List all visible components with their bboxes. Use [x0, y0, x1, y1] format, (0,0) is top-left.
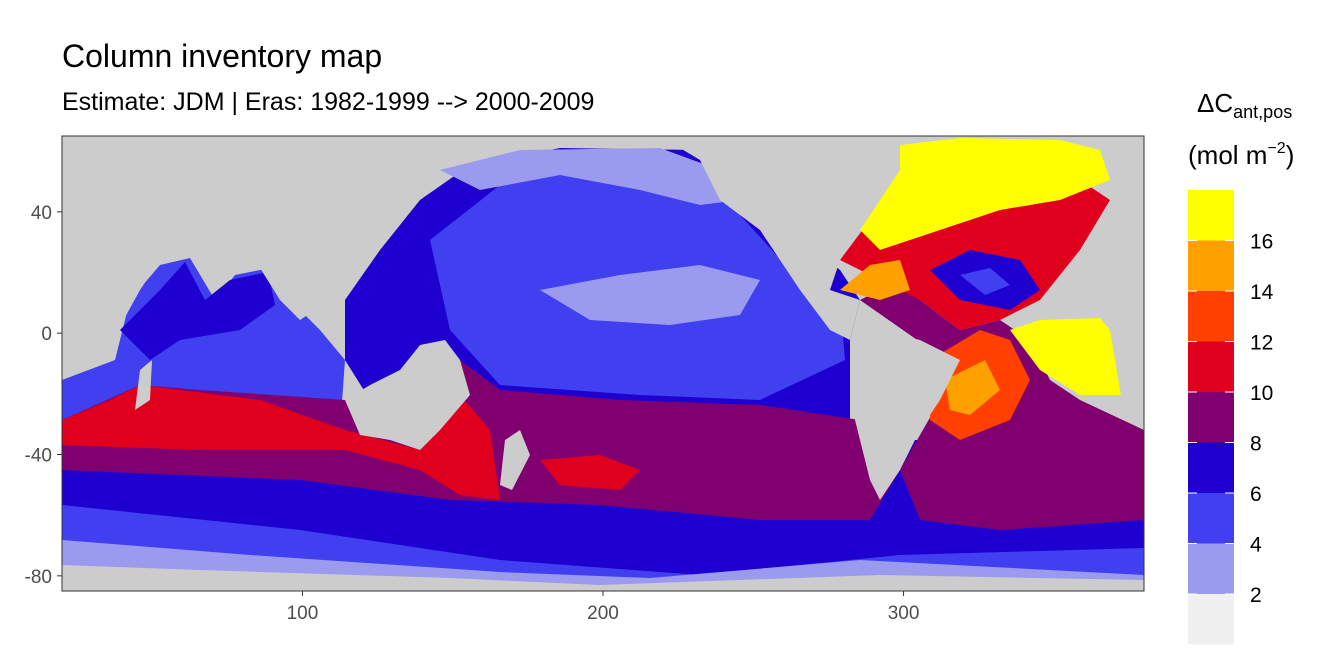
ocean-region-indian-north [120, 262, 275, 360]
legend-swatch [1188, 240, 1234, 291]
ocean-region-atlantic-south-orange [945, 360, 1000, 415]
legend-swatch [1188, 341, 1234, 392]
x-tick-label: 200 [587, 603, 619, 624]
ocean-region-atlantic-gyre-center [960, 268, 1010, 295]
land-madagascar [135, 360, 152, 410]
x-axis: 100 200 300 [287, 591, 920, 624]
land-south-america [850, 330, 960, 500]
legend-swatch [1188, 493, 1234, 544]
legend-swatch [1188, 392, 1234, 443]
legend-label: 4 [1250, 534, 1262, 557]
legend-label: 12 [1250, 332, 1273, 355]
legend-swatch [1188, 594, 1234, 645]
legend-colorbar [1188, 190, 1234, 645]
legend-swatch [1188, 291, 1234, 342]
land-new-zealand [500, 430, 530, 490]
ocean-region-atlantic-equatorial [1010, 318, 1125, 395]
legend-label: 6 [1250, 483, 1262, 506]
land-africa [1100, 230, 1144, 430]
y-tick-label: 40 [31, 203, 52, 224]
ocean-region-tasman-red [540, 455, 640, 490]
legend-label: 2 [1250, 584, 1262, 607]
ocean-region-pacific-north [440, 148, 740, 205]
land-antarctica [62, 565, 1144, 591]
legend-labels: 2 4 6 8 10 12 14 16 [1188, 231, 1274, 607]
legend-swatch [1188, 190, 1234, 241]
legend-title: ΔCant,pos [1197, 88, 1292, 122]
legend-swatch [1188, 543, 1234, 594]
land-asia [62, 136, 440, 380]
ocean-region-atlantic-subpolar-orange [840, 260, 910, 300]
legend-label: 10 [1250, 382, 1273, 405]
map-title: Column inventory map [62, 38, 383, 74]
x-tick-label: 100 [287, 603, 319, 624]
legend-label: 8 [1250, 433, 1262, 456]
ocean-region-atlantic-subpolar [860, 138, 1110, 250]
map-panel [62, 136, 1144, 591]
land-europe [1110, 136, 1144, 230]
y-tick-label: -40 [25, 446, 52, 467]
legend-label: 14 [1250, 281, 1274, 304]
y-axis: 40 0 -40 -80 [25, 203, 62, 588]
y-tick-label: -80 [25, 567, 52, 588]
x-tick-label: 300 [888, 603, 920, 624]
y-tick-label: 0 [41, 324, 52, 345]
legend-unit: (mol m−2) [1188, 140, 1294, 170]
ocean-region-pacific-east [540, 265, 760, 325]
legend-swatch [1188, 442, 1234, 493]
land-australia [345, 340, 470, 450]
legend-label: 16 [1250, 231, 1273, 254]
map-subtitle: Estimate: JDM | Eras: 1982-1999 --> 2000… [62, 88, 595, 116]
ocean-region-southern-high-red [62, 385, 500, 500]
land-north-america [660, 136, 890, 340]
